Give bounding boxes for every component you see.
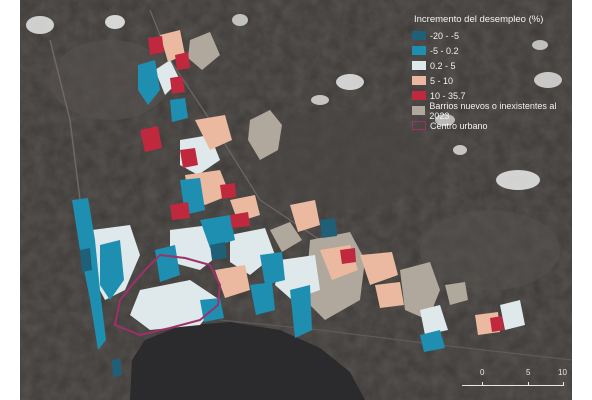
scale-label-0: 0 bbox=[480, 368, 485, 377]
cloud bbox=[453, 145, 467, 155]
barrio[interactable] bbox=[140, 126, 162, 152]
legend-title: Incremento del desempleo (%) bbox=[414, 14, 544, 25]
barrio-nuevo[interactable] bbox=[445, 282, 468, 305]
scale-tick bbox=[528, 382, 529, 386]
barrio[interactable] bbox=[170, 76, 185, 94]
cloud bbox=[435, 114, 455, 126]
barrio[interactable] bbox=[290, 285, 312, 338]
rango-neg20-neg5-layer bbox=[80, 218, 337, 377]
barrio-nuevo[interactable] bbox=[188, 32, 220, 70]
legend-swatch bbox=[412, 121, 426, 130]
road bbox=[219, 319, 572, 361]
satellite-basemap bbox=[20, 0, 572, 400]
cloud bbox=[26, 16, 54, 34]
legend-label: 10 - 35.7 bbox=[430, 90, 466, 101]
barrio[interactable] bbox=[260, 252, 285, 285]
barrio[interactable] bbox=[160, 30, 185, 62]
scale-label-10: 10 bbox=[558, 368, 567, 377]
terrain-patch bbox=[50, 40, 170, 120]
barrio[interactable] bbox=[72, 198, 106, 350]
barrio[interactable] bbox=[170, 98, 188, 122]
barrio[interactable] bbox=[500, 300, 525, 330]
legend-swatch bbox=[412, 46, 426, 55]
barrio[interactable] bbox=[320, 218, 337, 238]
barrio[interactable] bbox=[375, 282, 404, 308]
rango-10-35-7-layer bbox=[140, 36, 504, 332]
terrain-patch bbox=[420, 210, 560, 290]
barrio[interactable] bbox=[100, 240, 124, 300]
cloud bbox=[496, 170, 540, 190]
barrio[interactable] bbox=[490, 316, 504, 332]
legend-swatch bbox=[412, 76, 426, 85]
barrio[interactable] bbox=[340, 248, 356, 264]
barrio[interactable] bbox=[130, 280, 220, 330]
cloud bbox=[532, 40, 548, 50]
legend-label: Barrios nuevos o inexistentes al 2023 bbox=[429, 100, 557, 121]
legend-item: -5 - 0.2 bbox=[412, 44, 572, 57]
scale-label-5: 5 bbox=[526, 368, 531, 377]
barrio-nuevo[interactable] bbox=[248, 110, 282, 160]
barrio[interactable] bbox=[112, 358, 122, 377]
centro-urbano-outline[interactable] bbox=[113, 253, 222, 337]
barrio[interactable] bbox=[138, 60, 160, 105]
legend-item: 5 - 10 bbox=[412, 74, 572, 87]
scale-bar: 0 5 10 bbox=[458, 368, 568, 392]
terrain-patch bbox=[250, 110, 430, 210]
barrio[interactable] bbox=[290, 200, 320, 232]
barrio[interactable] bbox=[230, 212, 250, 228]
barrio[interactable] bbox=[360, 252, 398, 285]
legend-swatch bbox=[412, 61, 426, 70]
barrio[interactable] bbox=[220, 183, 236, 199]
bay-water bbox=[130, 322, 365, 400]
barrio[interactable] bbox=[200, 215, 235, 248]
legend-item: -20 - -5 bbox=[412, 29, 572, 42]
legend-item: Centro urbano bbox=[412, 119, 572, 132]
barrio[interactable] bbox=[80, 248, 92, 272]
legend-label: 0.2 - 5 bbox=[430, 60, 456, 71]
legend-label: -20 - -5 bbox=[430, 30, 460, 41]
map-legend: Incremento del desempleo (%) -20 - -5 -5 … bbox=[412, 14, 572, 134]
scale-line bbox=[462, 385, 564, 386]
barrios-nuevos-layer bbox=[188, 32, 468, 320]
barrio[interactable] bbox=[195, 115, 232, 150]
cloud bbox=[105, 15, 125, 29]
legend-swatch bbox=[412, 31, 426, 40]
cloud bbox=[232, 14, 248, 26]
barrio[interactable] bbox=[420, 330, 445, 352]
legend-item: 10 - 35.7 bbox=[412, 89, 572, 102]
map-canvas[interactable]: Incremento del desempleo (%) -20 - -5 -5 … bbox=[20, 0, 572, 400]
scale-tick bbox=[482, 382, 483, 386]
legend-item: 0.2 - 5 bbox=[412, 59, 572, 72]
barrio[interactable] bbox=[170, 202, 190, 220]
barrio[interactable] bbox=[175, 52, 190, 70]
legend-swatch bbox=[412, 106, 426, 115]
scale-tick bbox=[563, 382, 564, 386]
legend-label: -5 - 0.2 bbox=[430, 45, 459, 56]
legend-label: Centro urbano bbox=[430, 120, 488, 131]
legend-label: 5 - 10 bbox=[430, 75, 454, 86]
cloud bbox=[534, 72, 562, 88]
barrio-nuevo[interactable] bbox=[400, 262, 440, 320]
legend-swatch bbox=[412, 91, 426, 100]
barrio[interactable] bbox=[420, 305, 448, 335]
legend-item: Barrios nuevos o inexistentes al 2023 bbox=[412, 101, 572, 121]
cloud bbox=[336, 74, 364, 90]
barrio[interactable] bbox=[148, 36, 164, 55]
cloud bbox=[311, 95, 329, 105]
barrio[interactable] bbox=[250, 282, 275, 315]
barrio-nuevo[interactable] bbox=[270, 222, 302, 252]
barrio[interactable] bbox=[210, 242, 227, 260]
barrio[interactable] bbox=[215, 265, 250, 298]
barrio[interactable] bbox=[180, 148, 198, 168]
